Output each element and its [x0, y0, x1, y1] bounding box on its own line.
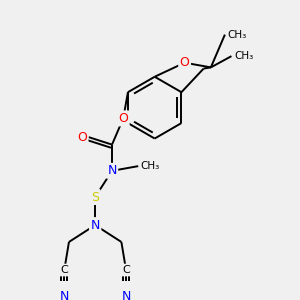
- Text: O: O: [180, 56, 190, 69]
- Text: CH₃: CH₃: [228, 30, 247, 40]
- Text: C: C: [60, 265, 68, 275]
- Text: C: C: [122, 265, 130, 275]
- Text: O: O: [118, 112, 128, 125]
- Text: N: N: [91, 219, 100, 232]
- Text: N: N: [60, 290, 69, 300]
- Text: N: N: [122, 290, 131, 300]
- Text: N: N: [107, 164, 117, 177]
- Text: S: S: [91, 190, 99, 203]
- Text: CH₃: CH₃: [140, 161, 159, 171]
- Text: O: O: [77, 130, 87, 144]
- Text: CH₃: CH₃: [234, 51, 254, 61]
